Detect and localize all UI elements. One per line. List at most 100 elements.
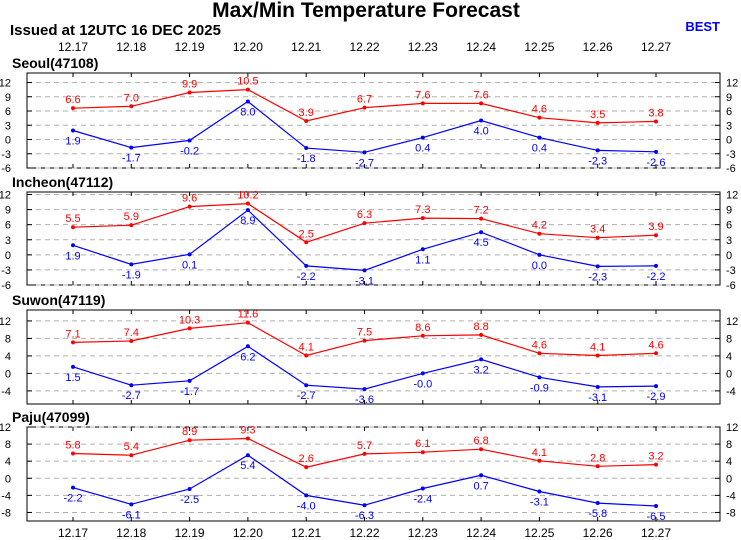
y-tick-label-left: 6	[5, 106, 11, 118]
max-temp-label: 4.6	[532, 104, 547, 116]
min-temp-point	[187, 252, 192, 257]
min-temp-point	[479, 473, 484, 478]
min-temp-label: -2.3	[588, 271, 607, 283]
min-temp-point	[129, 383, 134, 388]
min-temp-line	[72, 345, 657, 390]
max-temp-label: 2.6	[299, 453, 314, 465]
max-temp-label: 7.3	[415, 204, 430, 216]
y-tick-label-right: 9	[726, 92, 732, 104]
max-temp-label: 4.6	[532, 339, 547, 351]
y-tick-label-left: 0	[5, 135, 11, 147]
max-temp-label: 10.5	[237, 76, 258, 88]
bottom-date-label: 12.22	[349, 526, 379, 540]
y-tick-label-right: -8	[726, 507, 736, 519]
y-tick-label-left: 4	[5, 456, 11, 468]
min-temp-label: -2.3	[588, 155, 607, 167]
max-temp-label: 10.3	[179, 314, 200, 326]
min-temp-label: -1.9	[122, 269, 141, 281]
max-temp-label: 6.7	[357, 94, 372, 106]
y-tick-label-left: 12	[0, 316, 11, 328]
max-temp-point	[187, 438, 192, 443]
top-date-label: 12.27	[641, 40, 671, 54]
y-tick-label-right: 3	[726, 120, 732, 132]
min-temp-label: -0.0	[413, 378, 432, 390]
max-temp-point	[420, 101, 425, 106]
min-temp-point	[420, 486, 425, 491]
min-temp-point	[362, 150, 367, 155]
max-temp-point	[595, 464, 600, 469]
y-tick-label-left: 12	[0, 422, 11, 434]
max-temp-point	[129, 339, 134, 344]
y-tick-label-right: -4	[726, 490, 736, 502]
min-temp-point	[654, 384, 658, 389]
bottom-date-label: 12.17	[58, 526, 88, 540]
bottom-date-label: 12.23	[408, 526, 438, 540]
max-temp-label: 7.6	[415, 89, 430, 101]
min-temp-point	[595, 264, 600, 269]
min-temp-point	[304, 146, 309, 151]
y-tick-label-right: 12	[726, 78, 738, 90]
top-date-label: 12.24	[466, 40, 496, 54]
min-temp-label: 4.5	[473, 237, 488, 249]
y-tick-label-left: -6	[1, 163, 11, 175]
min-temp-point	[304, 263, 309, 268]
max-temp-point	[245, 320, 250, 325]
y-tick-label-right: -6	[726, 280, 736, 292]
max-temp-point	[537, 115, 542, 120]
max-temp-label: 7.2	[473, 205, 488, 217]
min-temp-point	[654, 504, 658, 509]
max-temp-point	[304, 240, 309, 245]
min-temp-label: -3.1	[355, 275, 374, 287]
y-tick-label-left: 0	[5, 473, 11, 485]
y-tick-label-left: 12	[0, 78, 11, 90]
max-temp-point	[304, 465, 309, 470]
bottom-date-label: 12.21	[291, 526, 321, 540]
top-date-label: 12.23	[408, 40, 438, 54]
max-temp-point	[479, 101, 484, 106]
min-temp-point	[479, 230, 484, 235]
min-temp-point	[537, 489, 542, 494]
min-temp-point	[304, 493, 309, 498]
y-tick-label-left: 12	[0, 190, 11, 202]
y-tick-label-right: -3	[726, 149, 736, 161]
max-temp-label: 5.7	[357, 440, 372, 452]
max-temp-point	[595, 353, 600, 358]
top-date-label: 12.26	[583, 40, 613, 54]
min-temp-label: -1.8	[297, 153, 316, 165]
max-temp-point	[420, 216, 425, 221]
station-panels: Seoul(47108) -6 -6 -3 -3 0 0 3 3 6 6 9 9 12 12 6.6 7.0 9.…	[0, 55, 738, 523]
min-temp-label: 1.5	[65, 372, 80, 384]
issued-text: Issued at 12UTC 16 DEC 2025	[10, 22, 221, 39]
max-temp-point	[129, 223, 134, 228]
max-temp-point	[71, 340, 75, 345]
top-date-axis: 12.17 12.18 12.19 12.20 12.21 12.22 12.23 12.24…	[58, 40, 671, 54]
max-temp-label: 6.3	[357, 209, 372, 221]
max-temp-label: 7.1	[65, 328, 80, 340]
y-tick-label-left: -4	[1, 490, 11, 502]
max-temp-point	[71, 106, 75, 111]
min-temp-label: 0.1	[182, 259, 197, 271]
min-temp-label: -2.4	[413, 494, 432, 506]
y-tick-label-left: 9	[5, 205, 11, 217]
top-date-label: 12.21	[291, 40, 321, 54]
top-date-label: 12.19	[175, 40, 205, 54]
station-name: Seoul(47108)	[12, 55, 98, 71]
min-temp-label: 1.9	[65, 135, 80, 147]
min-temp-point	[479, 118, 484, 123]
station-name: Incheon(47112)	[12, 174, 113, 190]
min-temp-label: 0.0	[532, 260, 547, 272]
y-tick-label-right: 6	[726, 220, 732, 232]
max-temp-label: 4.1	[299, 341, 314, 353]
max-temp-label: 3.8	[648, 107, 663, 119]
min-temp-point	[420, 247, 425, 252]
y-tick-label-right: 6	[726, 106, 732, 118]
max-temp-point	[537, 231, 542, 236]
min-temp-label: 4.0	[473, 126, 488, 138]
max-temp-point	[129, 104, 134, 109]
min-temp-point	[71, 243, 75, 248]
max-temp-label: 8.8	[473, 321, 488, 333]
max-temp-point	[245, 436, 250, 441]
max-temp-label: 10.2	[237, 190, 258, 202]
min-temp-point	[71, 364, 75, 369]
station-panel: Paju(47099) -8 -8 -4 -4 0 0 4 4 8 8 12 12 5.8 5.4 8.9 9.…	[0, 409, 738, 523]
